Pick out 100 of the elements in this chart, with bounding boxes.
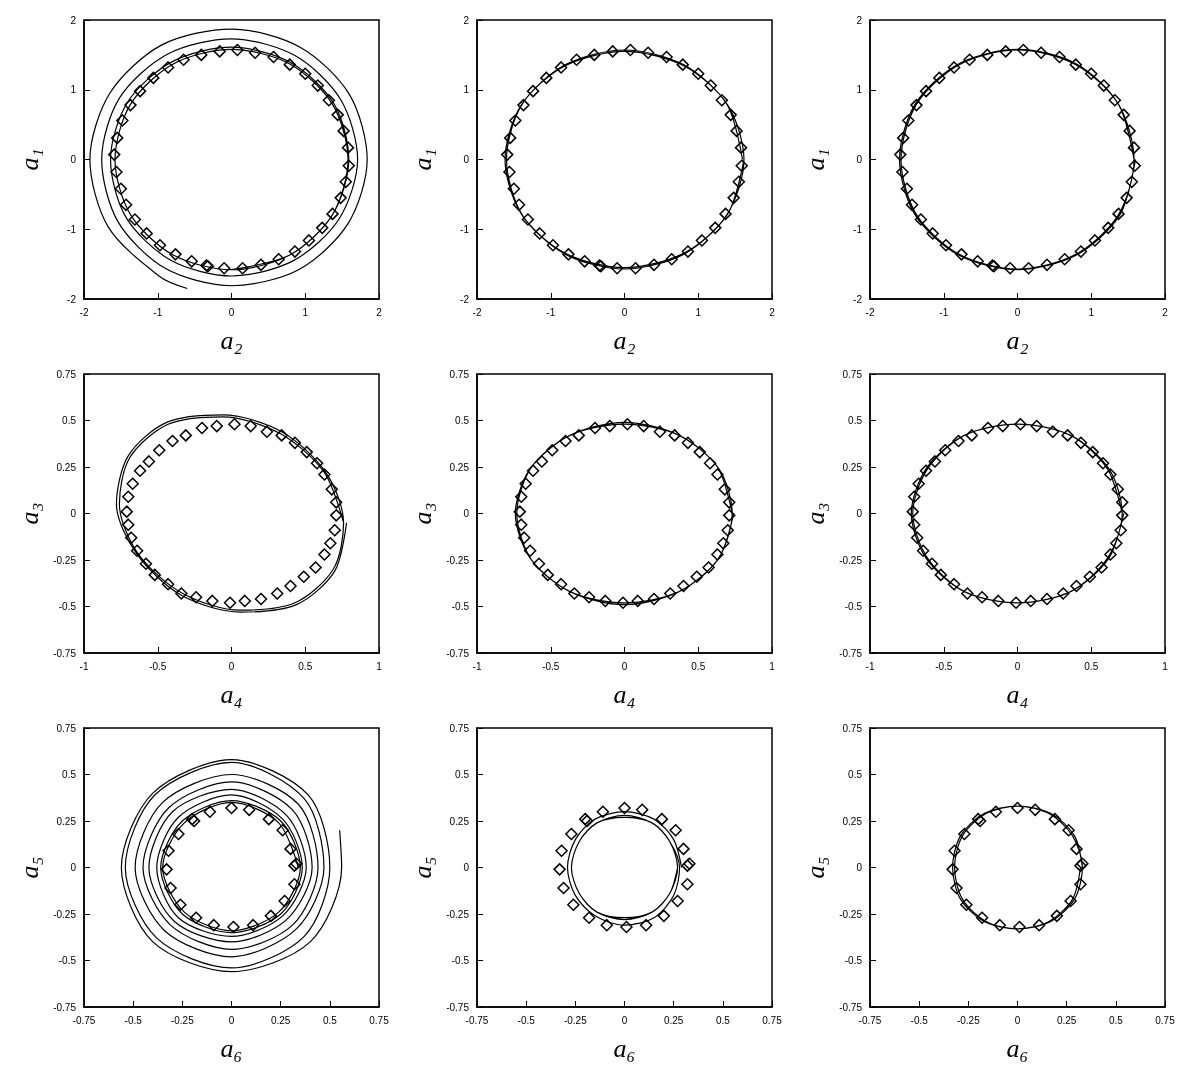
point bbox=[342, 159, 356, 173]
point bbox=[603, 419, 616, 433]
point bbox=[272, 252, 285, 266]
x-axis-title: a₄ bbox=[613, 679, 636, 709]
point bbox=[284, 842, 297, 856]
point bbox=[663, 587, 677, 600]
x-tick-label: 2 bbox=[376, 306, 383, 318]
x-axis-title: a₂ bbox=[613, 325, 636, 355]
point bbox=[213, 45, 226, 58]
point bbox=[681, 245, 695, 258]
point bbox=[1034, 46, 1048, 60]
point bbox=[906, 505, 920, 518]
y-tick-label: 0 bbox=[856, 862, 863, 873]
x-tick-label: 0 bbox=[621, 1014, 628, 1026]
point bbox=[526, 84, 540, 98]
point bbox=[631, 594, 645, 608]
point bbox=[225, 801, 238, 815]
point bbox=[896, 165, 909, 179]
y-axis-title: a₁ bbox=[14, 148, 44, 171]
point bbox=[147, 71, 160, 85]
point bbox=[288, 245, 302, 258]
point bbox=[107, 148, 121, 161]
point bbox=[318, 548, 331, 561]
point bbox=[126, 477, 139, 490]
line-series bbox=[115, 414, 348, 613]
point bbox=[718, 483, 732, 496]
point bbox=[545, 444, 559, 457]
x-tick-label: 0.25 bbox=[663, 1014, 684, 1026]
point bbox=[565, 827, 578, 841]
y-tick-label: 0 bbox=[70, 508, 77, 519]
point bbox=[540, 71, 553, 85]
y-tick-label: 0.75 bbox=[56, 368, 77, 380]
point bbox=[169, 248, 182, 261]
x-tick-label: -2 bbox=[79, 306, 89, 318]
x-tick-label: 0.5 bbox=[322, 1014, 338, 1026]
x-axis-title: a₆ bbox=[1006, 1033, 1029, 1063]
point bbox=[1053, 50, 1066, 64]
point bbox=[578, 255, 591, 268]
point bbox=[523, 544, 537, 557]
point bbox=[1070, 842, 1083, 856]
y-tick-label: -1 bbox=[67, 223, 77, 235]
x-tick-label: -0.5 bbox=[910, 1014, 929, 1026]
point bbox=[653, 425, 667, 438]
point bbox=[341, 141, 355, 154]
point bbox=[910, 531, 924, 544]
point bbox=[124, 531, 138, 544]
point bbox=[963, 53, 976, 67]
point bbox=[692, 67, 705, 80]
point bbox=[1048, 812, 1062, 826]
x-tick-label: 0.5 bbox=[298, 660, 313, 672]
point bbox=[254, 592, 268, 606]
y-tick-label: -2 bbox=[460, 293, 470, 305]
point bbox=[671, 894, 684, 908]
point bbox=[288, 436, 302, 450]
point bbox=[916, 544, 930, 557]
point bbox=[596, 805, 610, 818]
point bbox=[908, 490, 921, 504]
point bbox=[206, 594, 219, 608]
x-tick-label: 0 bbox=[1014, 1014, 1021, 1026]
point bbox=[533, 227, 546, 240]
point bbox=[119, 198, 133, 212]
point bbox=[299, 67, 312, 80]
x-axis-title: a₆ bbox=[220, 1033, 243, 1063]
point bbox=[329, 509, 343, 522]
point bbox=[567, 898, 580, 911]
point bbox=[1095, 561, 1108, 574]
line-series bbox=[120, 759, 343, 973]
point bbox=[142, 455, 156, 468]
point bbox=[1064, 894, 1077, 908]
x-tick-label: -0.5 bbox=[517, 1014, 536, 1026]
y-tick-label: -0.25 bbox=[839, 908, 863, 920]
point bbox=[1013, 920, 1026, 934]
y-axis-title: a₅ bbox=[800, 856, 830, 879]
x-tick-label: -2 bbox=[472, 306, 482, 318]
y-tick-label: -0.75 bbox=[53, 1001, 77, 1013]
point bbox=[325, 483, 339, 496]
y-tick-label: -0.5 bbox=[451, 601, 470, 612]
point bbox=[300, 445, 313, 459]
point bbox=[309, 561, 322, 574]
x-tick-label: 0 bbox=[228, 1014, 235, 1026]
y-tick-label: -0.75 bbox=[839, 1001, 863, 1013]
x-tick-label: -1 bbox=[79, 660, 89, 672]
point bbox=[217, 262, 231, 275]
point bbox=[981, 421, 995, 435]
point bbox=[724, 108, 737, 122]
point bbox=[668, 429, 681, 442]
point bbox=[727, 191, 740, 205]
point bbox=[620, 920, 633, 934]
point bbox=[600, 918, 614, 932]
point bbox=[1074, 877, 1087, 891]
point bbox=[122, 490, 135, 504]
point bbox=[322, 93, 336, 107]
point bbox=[1040, 258, 1054, 272]
point bbox=[703, 457, 717, 470]
point bbox=[1101, 221, 1115, 235]
y-tick-label: 0 bbox=[70, 154, 77, 165]
x-tick-label: 0 bbox=[228, 306, 235, 318]
x-tick-label: -0.25 bbox=[563, 1014, 588, 1026]
x-tick-label: 0.75 bbox=[369, 1014, 390, 1026]
point bbox=[270, 587, 284, 600]
